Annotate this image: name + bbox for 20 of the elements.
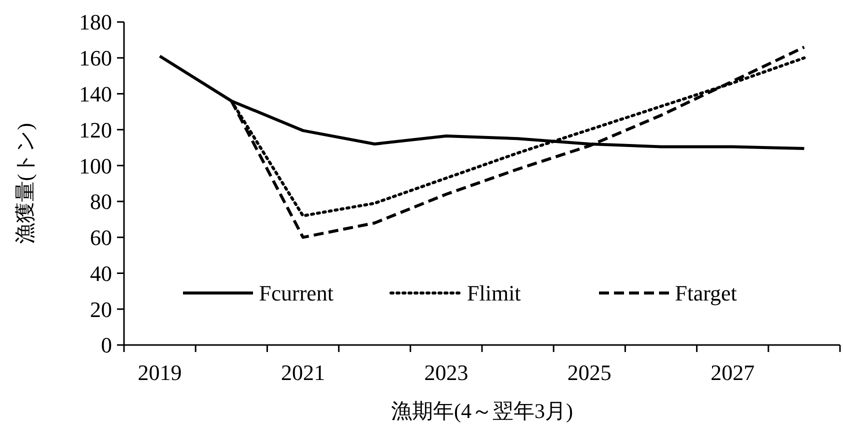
y-tick-label: 40: [90, 260, 112, 286]
legend-label: Flimit: [467, 280, 521, 306]
y-tick-label: 20: [90, 296, 112, 322]
x-tick-label: 2019: [138, 360, 182, 385]
y-tick-label: 160: [79, 46, 112, 71]
y-tick-label: 100: [79, 153, 112, 178]
x-tick-label: 2025: [567, 360, 612, 385]
legend-label: Fcurrent: [259, 280, 334, 306]
y-tick-label: 120: [79, 117, 112, 142]
x-tick-label: 2023: [424, 360, 468, 385]
y-axis-title: 漁獲量(トン): [13, 123, 37, 244]
y-tick-label: 60: [90, 225, 112, 250]
y-tick-label: 0: [101, 332, 112, 358]
x-axis-title: 漁期年(4～翌年3月): [391, 399, 573, 423]
y-tick-label: 80: [90, 189, 112, 214]
y-tick-label: 180: [79, 10, 112, 35]
x-tick-label: 2021: [281, 360, 325, 385]
x-tick-label: 2027: [710, 360, 755, 385]
y-tick-label: 140: [79, 81, 112, 106]
legend-label: Ftarget: [675, 280, 737, 306]
